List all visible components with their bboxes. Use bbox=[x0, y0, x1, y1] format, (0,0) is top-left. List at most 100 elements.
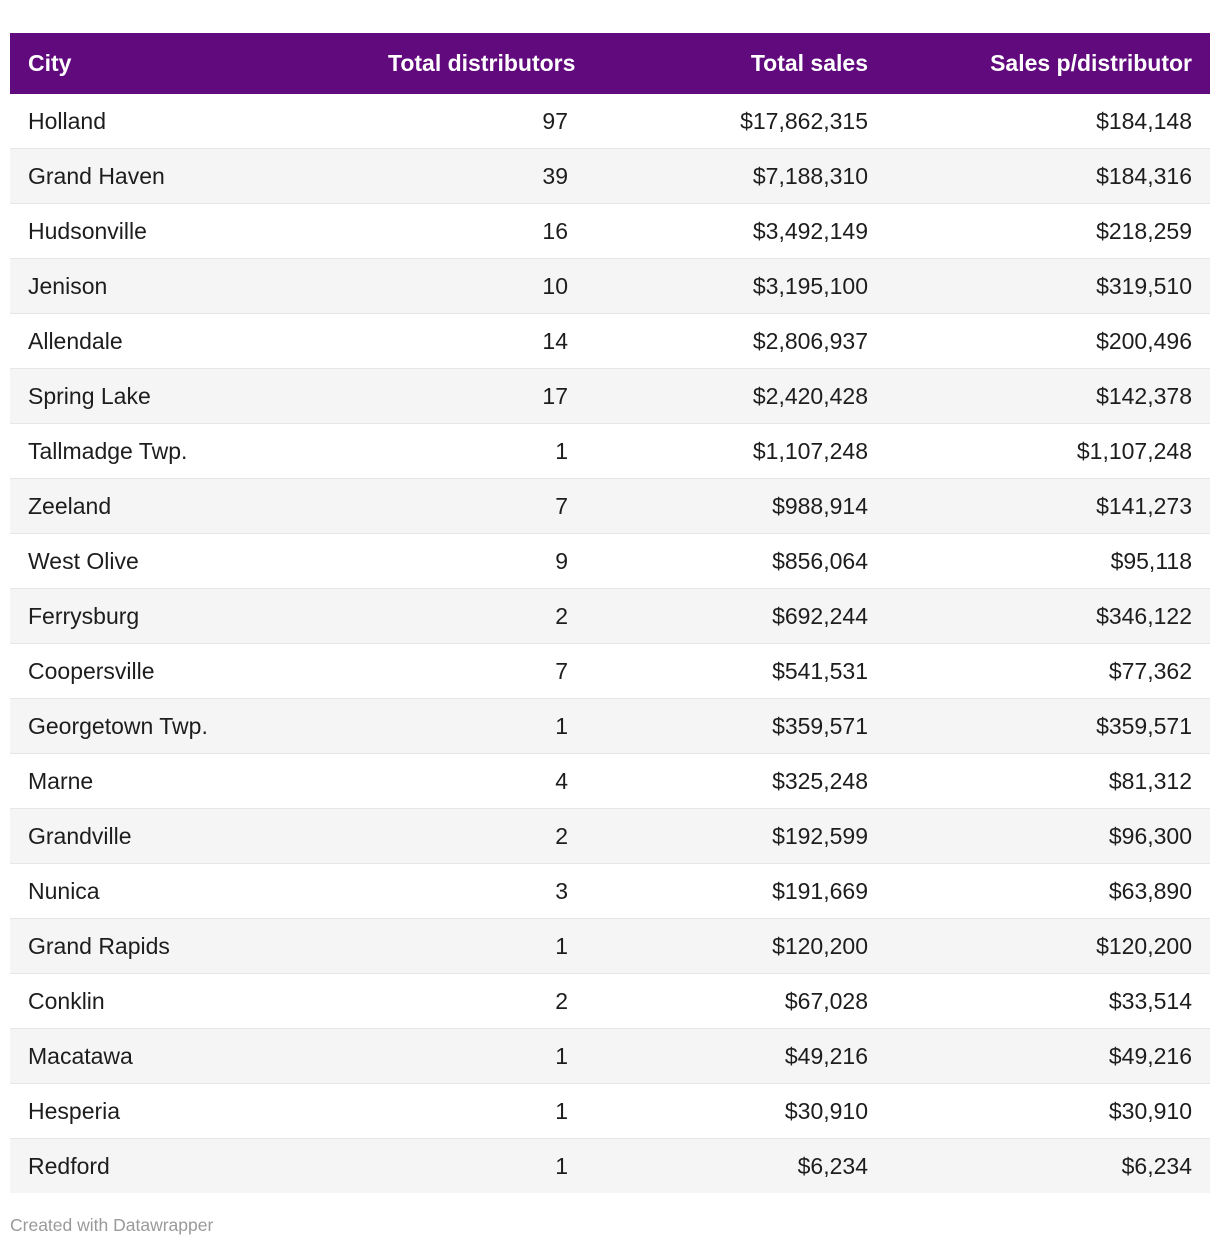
column-header-city: City bbox=[10, 33, 370, 94]
table-cell-total-distributors: 9 bbox=[370, 533, 586, 589]
table-cell-total-sales: $192,599 bbox=[586, 808, 886, 864]
table-cell-total-distributors: 3 bbox=[370, 863, 586, 919]
table-cell-city: Allendale bbox=[10, 313, 370, 369]
table-cell-sales-per-distributor: $96,300 bbox=[886, 808, 1210, 864]
table-cell-city: Jenison bbox=[10, 258, 370, 314]
table-cell-total-distributors: 4 bbox=[370, 753, 586, 809]
table-cell-city: Coopersville bbox=[10, 643, 370, 699]
table-cell-sales-per-distributor: $1,107,248 bbox=[886, 423, 1210, 479]
table-row: Grand Rapids 1 $120,200 $120,200 bbox=[10, 918, 1210, 974]
table-cell-total-sales: $49,216 bbox=[586, 1028, 886, 1084]
table-cell-city: Tallmadge Twp. bbox=[10, 423, 370, 479]
table-cell-city: Nunica bbox=[10, 863, 370, 919]
table-cell-total-sales: $988,914 bbox=[586, 478, 886, 534]
table-row: Grandville 2 $192,599 $96,300 bbox=[10, 808, 1210, 864]
datawrapper-attribution-link[interactable]: Created with Datawrapper bbox=[10, 1215, 214, 1235]
table-row: Marne 4 $325,248 $81,312 bbox=[10, 753, 1210, 809]
table-row: Georgetown Twp. 1 $359,571 $359,571 bbox=[10, 698, 1210, 754]
table-cell-sales-per-distributor: $95,118 bbox=[886, 533, 1210, 589]
table-cell-total-sales: $3,492,149 bbox=[586, 203, 886, 259]
table-row: West Olive 9 $856,064 $95,118 bbox=[10, 533, 1210, 589]
table-cell-city: Hudsonville bbox=[10, 203, 370, 259]
table-header-row: City Total distributors Total sales Sale… bbox=[10, 33, 1210, 94]
table-row: Zeeland 7 $988,914 $141,273 bbox=[10, 478, 1210, 534]
table-cell-total-distributors: 17 bbox=[370, 368, 586, 424]
table-cell-city: Grandville bbox=[10, 808, 370, 864]
table-row: Nunica 3 $191,669 $63,890 bbox=[10, 863, 1210, 919]
table-cell-total-sales: $3,195,100 bbox=[586, 258, 886, 314]
table-cell-sales-per-distributor: $81,312 bbox=[886, 753, 1210, 809]
table-row: Tallmadge Twp. 1 $1,107,248 $1,107,248 bbox=[10, 423, 1210, 479]
table-cell-city: Hesperia bbox=[10, 1083, 370, 1139]
table-cell-city: Spring Lake bbox=[10, 368, 370, 424]
table-cell-total-distributors: 7 bbox=[370, 643, 586, 699]
table-cell-city: Grand Haven bbox=[10, 148, 370, 204]
table-row: Hesperia 1 $30,910 $30,910 bbox=[10, 1083, 1210, 1139]
table-cell-total-distributors: 2 bbox=[370, 588, 586, 644]
table-cell-total-sales: $17,862,315 bbox=[740, 107, 868, 134]
table-cell-total-sales: $856,064 bbox=[586, 533, 886, 589]
table-cell-total-distributors: 7 bbox=[370, 478, 586, 534]
table-cell-sales-per-distributor: $6,234 bbox=[886, 1138, 1210, 1193]
table-cell-total-sales: $359,571 bbox=[586, 698, 886, 754]
table-row: Spring Lake 17 $2,420,428 $142,378 bbox=[10, 368, 1210, 424]
table-cell-total-sales: $6,234 bbox=[586, 1138, 886, 1193]
column-header-total-distributors: Total distributors bbox=[370, 33, 586, 94]
table-row: Redford 1 $6,234 $6,234 bbox=[10, 1138, 1210, 1193]
table-cell-total-sales: $541,531 bbox=[586, 643, 886, 699]
table-row: Jenison 10 $3,195,100 $319,510 bbox=[10, 258, 1210, 314]
table-cell-city: Georgetown Twp. bbox=[10, 698, 370, 754]
table-cell-total-distributors: 1 bbox=[370, 1138, 586, 1193]
table-row: Hudsonville 16 $3,492,149 $218,259 bbox=[10, 203, 1210, 259]
table-cell-total-sales: $2,420,428 bbox=[586, 368, 886, 424]
table-cell-sales-per-distributor: $63,890 bbox=[886, 863, 1210, 919]
data-table-container: City Total distributors Total sales Sale… bbox=[10, 33, 1210, 1193]
table-cell-city: Macatawa bbox=[10, 1028, 370, 1084]
table-cell-city: Grand Rapids bbox=[10, 918, 370, 974]
table-cell-sales-per-distributor: $346,122 bbox=[886, 588, 1210, 644]
table-cell-total-distributors: 1 bbox=[370, 698, 586, 754]
table-cell-total-distributors: 2 bbox=[370, 808, 586, 864]
table-cell-sales-per-distributor: $33,514 bbox=[886, 973, 1210, 1029]
table-cell-city: Marne bbox=[10, 753, 370, 809]
table-cell-total-distributors: 1 bbox=[370, 423, 586, 479]
table-cell-total-sales: $692,244 bbox=[586, 588, 886, 644]
table-body: Holland 97 $17,862,315 $184,148 Grand Haven 3… bbox=[10, 94, 1210, 1193]
table-cell-city: West Olive bbox=[10, 533, 370, 589]
table-row: Grand Haven 39 $7,188,310 $184,316 bbox=[10, 148, 1210, 204]
table-header: City Total distributors Total sales Sale… bbox=[10, 33, 1210, 94]
table-cell-sales-per-distributor: $184,316 bbox=[886, 148, 1210, 204]
table-cell-total-sales: $30,910 bbox=[586, 1083, 886, 1139]
table-cell-total-distributors: 97 bbox=[542, 107, 568, 134]
table-cell-sales-per-distributor: $184,148 bbox=[1096, 107, 1192, 134]
table-cell-total-sales: $67,028 bbox=[586, 973, 886, 1029]
table-cell-total-sales: $325,248 bbox=[586, 753, 886, 809]
table-cell-total-sales: $7,188,310 bbox=[586, 148, 886, 204]
table-cell-total-distributors: 2 bbox=[370, 973, 586, 1029]
table-cell-sales-per-distributor: $49,216 bbox=[886, 1028, 1210, 1084]
table-cell-city: Ferrysburg bbox=[10, 588, 370, 644]
column-header-sales-per-distributor: Sales p/distributor bbox=[886, 33, 1210, 94]
table-cell-sales-per-distributor: $141,273 bbox=[886, 478, 1210, 534]
table-cell-total-sales: $120,200 bbox=[586, 918, 886, 974]
table-cell-sales-per-distributor: $218,259 bbox=[886, 203, 1210, 259]
table-cell-city: Zeeland bbox=[10, 478, 370, 534]
table-cell-total-distributors: 16 bbox=[370, 203, 586, 259]
table-cell-total-distributors: 39 bbox=[370, 148, 586, 204]
table-cell-total-sales: $1,107,248 bbox=[586, 423, 886, 479]
table-cell-sales-per-distributor: $30,910 bbox=[886, 1083, 1210, 1139]
table-cell-total-distributors: 10 bbox=[370, 258, 586, 314]
table-cell-sales-per-distributor: $359,571 bbox=[886, 698, 1210, 754]
table-cell-city: Redford bbox=[10, 1138, 370, 1193]
table-cell-total-distributors: 14 bbox=[370, 313, 586, 369]
table-cell-sales-per-distributor: $319,510 bbox=[886, 258, 1210, 314]
table-cell-sales-per-distributor: $200,496 bbox=[886, 313, 1210, 369]
table-cell-total-distributors: 1 bbox=[370, 1028, 586, 1084]
table-cell-city: Conklin bbox=[10, 973, 370, 1029]
table-row: Macatawa 1 $49,216 $49,216 bbox=[10, 1028, 1210, 1084]
table-cell-city: Holland bbox=[28, 107, 106, 134]
table-row: Allendale 14 $2,806,937 $200,496 bbox=[10, 313, 1210, 369]
table-row: Conklin 2 $67,028 $33,514 bbox=[10, 973, 1210, 1029]
table-cell-total-sales: $191,669 bbox=[586, 863, 886, 919]
table-cell-total-distributors: 1 bbox=[370, 918, 586, 974]
